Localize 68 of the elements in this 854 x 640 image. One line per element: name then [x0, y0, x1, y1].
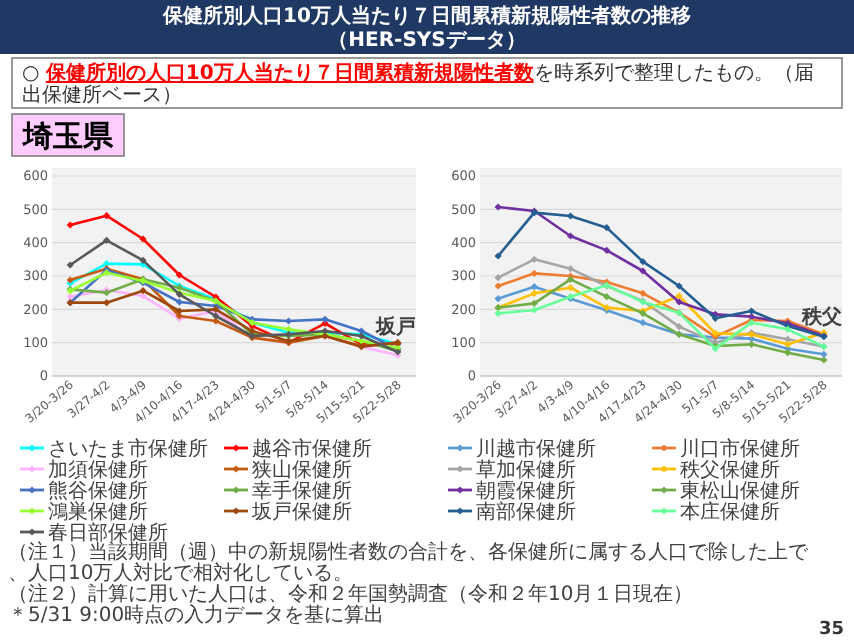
- point: [139, 287, 147, 295]
- point: [103, 236, 111, 244]
- point: [603, 224, 611, 232]
- point: [494, 252, 502, 260]
- chart-title: 保健所別人口10万人当たり７日間累積新規陽性者数の推移（HER-SYSデータ）: [161, 4, 691, 52]
- point: [530, 299, 538, 307]
- point: [566, 284, 575, 292]
- point: [212, 312, 220, 320]
- text: 埼玉県: [21, 118, 115, 154]
- point: [175, 298, 183, 306]
- point: [66, 221, 74, 229]
- legend-label: さいたま市保健所: [48, 437, 208, 461]
- legend-label: 加須保健所: [48, 458, 148, 482]
- point: [820, 350, 828, 358]
- text: （注２）計算に用いた人口は、令和２年国勢調査（令和２年10月１日現在）: [8, 582, 694, 606]
- point: [566, 265, 575, 273]
- annotation: 秩父: [799, 304, 842, 329]
- point: [66, 261, 74, 269]
- legend-label: 川口市保健所: [680, 437, 800, 461]
- text: ＊5/31 9:00時点の入力データを基に算出: [8, 603, 385, 627]
- legend-label: 秩父保健所: [680, 458, 780, 482]
- point: [675, 292, 683, 300]
- point: [103, 212, 111, 220]
- text: ○ 保健所別の人口10万人当たり７日間累積新規陽性者数を時系列で整理したもの。（届出保健所ベース）: [22, 63, 814, 107]
- point: [639, 258, 647, 266]
- point: [603, 293, 611, 301]
- point: [530, 269, 538, 277]
- point: [530, 255, 538, 263]
- point: [66, 293, 74, 301]
- legend-label: 草加保健所: [476, 458, 576, 482]
- point: [494, 203, 502, 211]
- point: [784, 340, 792, 348]
- legend-label: 南部保健所: [476, 500, 576, 524]
- legend-label: 本庄保健所: [680, 500, 780, 524]
- point: [494, 274, 502, 282]
- point: [639, 267, 647, 275]
- point: [675, 323, 683, 331]
- point: [566, 232, 575, 240]
- text: 35: [818, 620, 844, 640]
- text: （注１）当該期間（週）中の新規陽性者数の合計を、各保健所に属する人口で除した上で、人口10万人対比で相対化している。: [8, 540, 810, 585]
- annotation: 坂戸: [373, 314, 416, 339]
- point: [103, 299, 111, 307]
- point: [603, 246, 611, 254]
- point: [639, 289, 647, 297]
- legend-label: 鴻巣保健所: [48, 500, 148, 524]
- point: [747, 307, 756, 315]
- legend-label: 川越市保健所: [476, 437, 596, 461]
- point: [175, 307, 183, 315]
- point: [675, 298, 683, 306]
- legend-label: 幸手保健所: [252, 479, 352, 503]
- legend-label: 春日部保健所: [48, 521, 168, 545]
- legend-label: 坂戸保健所: [250, 500, 352, 524]
- point: [494, 295, 502, 303]
- legend-label: 東松山保健所: [680, 479, 800, 503]
- point: [820, 356, 828, 364]
- point: [530, 289, 538, 297]
- legend-label: 狭山保健所: [252, 458, 352, 482]
- point: [639, 319, 647, 327]
- legend-label: 熊谷保健所: [48, 479, 148, 503]
- point: [747, 340, 756, 348]
- point: [530, 283, 538, 291]
- point: [494, 282, 502, 290]
- legend-label: 越谷市保健所: [252, 437, 372, 461]
- point: [139, 235, 147, 243]
- point: [675, 282, 683, 290]
- point: [175, 271, 183, 279]
- legend-label: 朝霞保健所: [476, 479, 576, 503]
- point: [494, 309, 502, 317]
